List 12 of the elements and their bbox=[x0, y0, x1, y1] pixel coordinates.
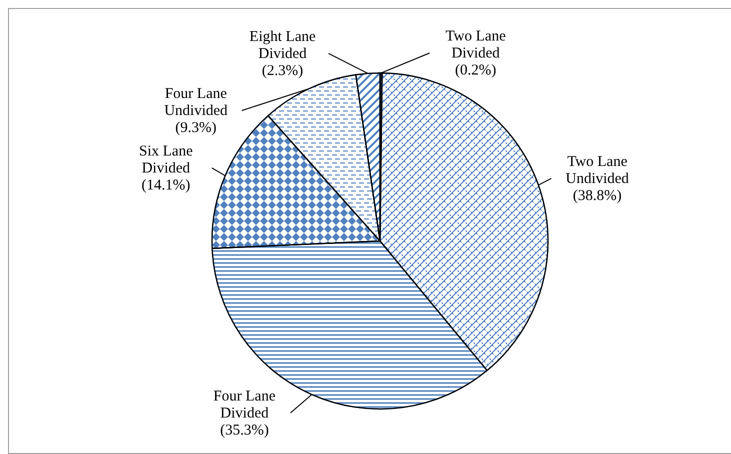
data-label: (14.1%) bbox=[141, 177, 190, 194]
slice-label: Eight Lane Divided bbox=[249, 28, 316, 62]
data-label: (35.3%) bbox=[220, 422, 269, 438]
data-label: (9.3%) bbox=[175, 120, 216, 136]
data-label: (2.3%) bbox=[262, 62, 304, 79]
slice-label: Four Lane Undivided bbox=[164, 86, 228, 119]
data-label: (38.8%) bbox=[572, 188, 622, 204]
slice-label: Six Lane Divided bbox=[138, 143, 194, 176]
data-label: (0.2%) bbox=[455, 62, 496, 79]
slice-label: Two Lane Divided bbox=[446, 28, 506, 62]
slice-label: Two Lane Undivided bbox=[566, 154, 630, 187]
slice-label: Four Lane Divided bbox=[213, 388, 276, 422]
